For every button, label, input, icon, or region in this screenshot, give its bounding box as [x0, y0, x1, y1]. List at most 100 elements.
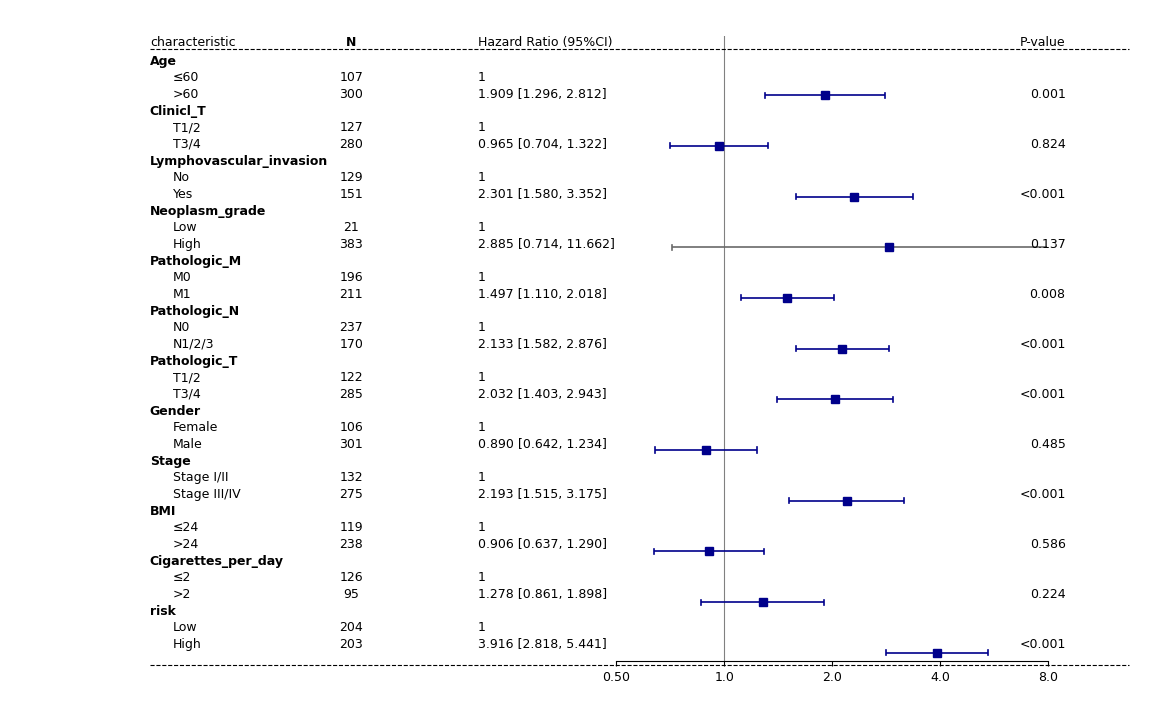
- Text: characteristic: characteristic: [150, 36, 235, 49]
- Text: N: N: [346, 36, 357, 49]
- Text: <0.001: <0.001: [1020, 338, 1066, 351]
- Text: ≤60: ≤60: [173, 71, 199, 84]
- Text: Male: Male: [173, 438, 203, 451]
- Text: 2.193 [1.515, 3.175]: 2.193 [1.515, 3.175]: [478, 488, 607, 501]
- Text: 2.032 [1.403, 2.943]: 2.032 [1.403, 2.943]: [478, 388, 607, 401]
- Text: 170: 170: [340, 338, 363, 351]
- Text: P-value: P-value: [1020, 36, 1066, 49]
- Text: 151: 151: [340, 188, 363, 201]
- Text: 0.001: 0.001: [1030, 88, 1066, 101]
- Text: 1: 1: [478, 221, 486, 234]
- Text: 0.824: 0.824: [1030, 138, 1066, 151]
- Text: Stage I/II: Stage I/II: [173, 472, 228, 485]
- Text: 196: 196: [340, 271, 363, 284]
- Text: Gender: Gender: [150, 405, 200, 418]
- Text: 127: 127: [340, 121, 363, 134]
- Text: 1: 1: [478, 321, 486, 334]
- Text: 1: 1: [478, 572, 486, 585]
- Text: <0.001: <0.001: [1020, 488, 1066, 501]
- Text: 0.224: 0.224: [1030, 588, 1066, 601]
- Text: No: No: [173, 171, 190, 184]
- Text: 122: 122: [340, 372, 363, 384]
- Text: >2: >2: [173, 588, 191, 601]
- Text: Stage: Stage: [150, 454, 190, 468]
- Text: Clinicl_T: Clinicl_T: [150, 104, 206, 117]
- Text: 237: 237: [340, 321, 363, 334]
- Text: 21: 21: [343, 221, 359, 234]
- Text: 1: 1: [478, 171, 486, 184]
- Text: N0: N0: [173, 321, 190, 334]
- Text: 1: 1: [478, 621, 486, 634]
- Text: ≤24: ≤24: [173, 521, 199, 534]
- Text: ≤2: ≤2: [173, 572, 191, 585]
- Text: 2.885 [0.714, 11.662]: 2.885 [0.714, 11.662]: [478, 238, 615, 251]
- Text: T3/4: T3/4: [173, 138, 200, 151]
- Text: 1: 1: [478, 372, 486, 384]
- Text: 203: 203: [340, 638, 363, 651]
- Text: Age: Age: [150, 55, 176, 68]
- Text: BMI: BMI: [150, 505, 176, 518]
- Text: 126: 126: [340, 572, 363, 585]
- Text: 1: 1: [478, 271, 486, 284]
- Text: T1/2: T1/2: [173, 372, 200, 384]
- Text: 275: 275: [340, 488, 363, 501]
- Text: Low: Low: [173, 221, 197, 234]
- Text: T1/2: T1/2: [173, 121, 200, 134]
- Text: 238: 238: [340, 538, 363, 551]
- Text: 1: 1: [478, 71, 486, 84]
- Text: 129: 129: [340, 171, 363, 184]
- Text: 204: 204: [340, 621, 363, 634]
- Text: <0.001: <0.001: [1020, 188, 1066, 201]
- Text: Pathologic_N: Pathologic_N: [150, 305, 240, 318]
- Text: 280: 280: [340, 138, 363, 151]
- Text: Pathologic_T: Pathologic_T: [150, 355, 238, 368]
- Text: Low: Low: [173, 621, 197, 634]
- Text: Stage III/IV: Stage III/IV: [173, 488, 241, 501]
- Text: 2.133 [1.582, 2.876]: 2.133 [1.582, 2.876]: [478, 338, 607, 351]
- Text: 1: 1: [478, 121, 486, 134]
- Text: N1/2/3: N1/2/3: [173, 338, 214, 351]
- Text: 1.909 [1.296, 2.812]: 1.909 [1.296, 2.812]: [478, 88, 607, 101]
- Text: 0.906 [0.637, 1.290]: 0.906 [0.637, 1.290]: [478, 538, 607, 551]
- Text: Cigarettes_per_day: Cigarettes_per_day: [150, 554, 283, 568]
- Text: M1: M1: [173, 288, 191, 301]
- Text: 383: 383: [340, 238, 363, 251]
- Text: 107: 107: [340, 71, 363, 84]
- Text: Neoplasm_grade: Neoplasm_grade: [150, 204, 266, 217]
- Text: Female: Female: [173, 421, 218, 434]
- Text: High: High: [173, 238, 202, 251]
- Text: 2.301 [1.580, 3.352]: 2.301 [1.580, 3.352]: [478, 188, 607, 201]
- Text: T3/4: T3/4: [173, 388, 200, 401]
- Text: 1: 1: [478, 521, 486, 534]
- Text: 301: 301: [340, 438, 363, 451]
- Text: Hazard Ratio (95%CI): Hazard Ratio (95%CI): [478, 36, 613, 49]
- Text: 0.137: 0.137: [1030, 238, 1066, 251]
- Text: 119: 119: [340, 521, 363, 534]
- Text: >24: >24: [173, 538, 199, 551]
- Text: 3.916 [2.818, 5.441]: 3.916 [2.818, 5.441]: [478, 638, 607, 651]
- Text: 1: 1: [478, 472, 486, 485]
- Text: risk: risk: [150, 605, 175, 618]
- Text: <0.001: <0.001: [1020, 388, 1066, 401]
- Text: 1.278 [0.861, 1.898]: 1.278 [0.861, 1.898]: [478, 588, 607, 601]
- Text: 0.586: 0.586: [1030, 538, 1066, 551]
- Text: 0.965 [0.704, 1.322]: 0.965 [0.704, 1.322]: [478, 138, 607, 151]
- Text: >60: >60: [173, 88, 199, 101]
- Text: High: High: [173, 638, 202, 651]
- Text: Pathologic_M: Pathologic_M: [150, 255, 242, 268]
- Text: 106: 106: [340, 421, 363, 434]
- Text: 1: 1: [478, 421, 486, 434]
- Text: Lymphovascular_invasion: Lymphovascular_invasion: [150, 155, 328, 168]
- Text: M0: M0: [173, 271, 191, 284]
- Text: 300: 300: [340, 88, 363, 101]
- Text: Yes: Yes: [173, 188, 194, 201]
- Text: 0.485: 0.485: [1030, 438, 1066, 451]
- Text: 95: 95: [343, 588, 359, 601]
- Text: 132: 132: [340, 472, 363, 485]
- Text: 1.497 [1.110, 2.018]: 1.497 [1.110, 2.018]: [478, 288, 607, 301]
- Text: 285: 285: [340, 388, 363, 401]
- Text: 0.890 [0.642, 1.234]: 0.890 [0.642, 1.234]: [478, 438, 607, 451]
- Text: 0.008: 0.008: [1030, 288, 1066, 301]
- Text: 211: 211: [340, 288, 363, 301]
- Text: <0.001: <0.001: [1020, 638, 1066, 651]
